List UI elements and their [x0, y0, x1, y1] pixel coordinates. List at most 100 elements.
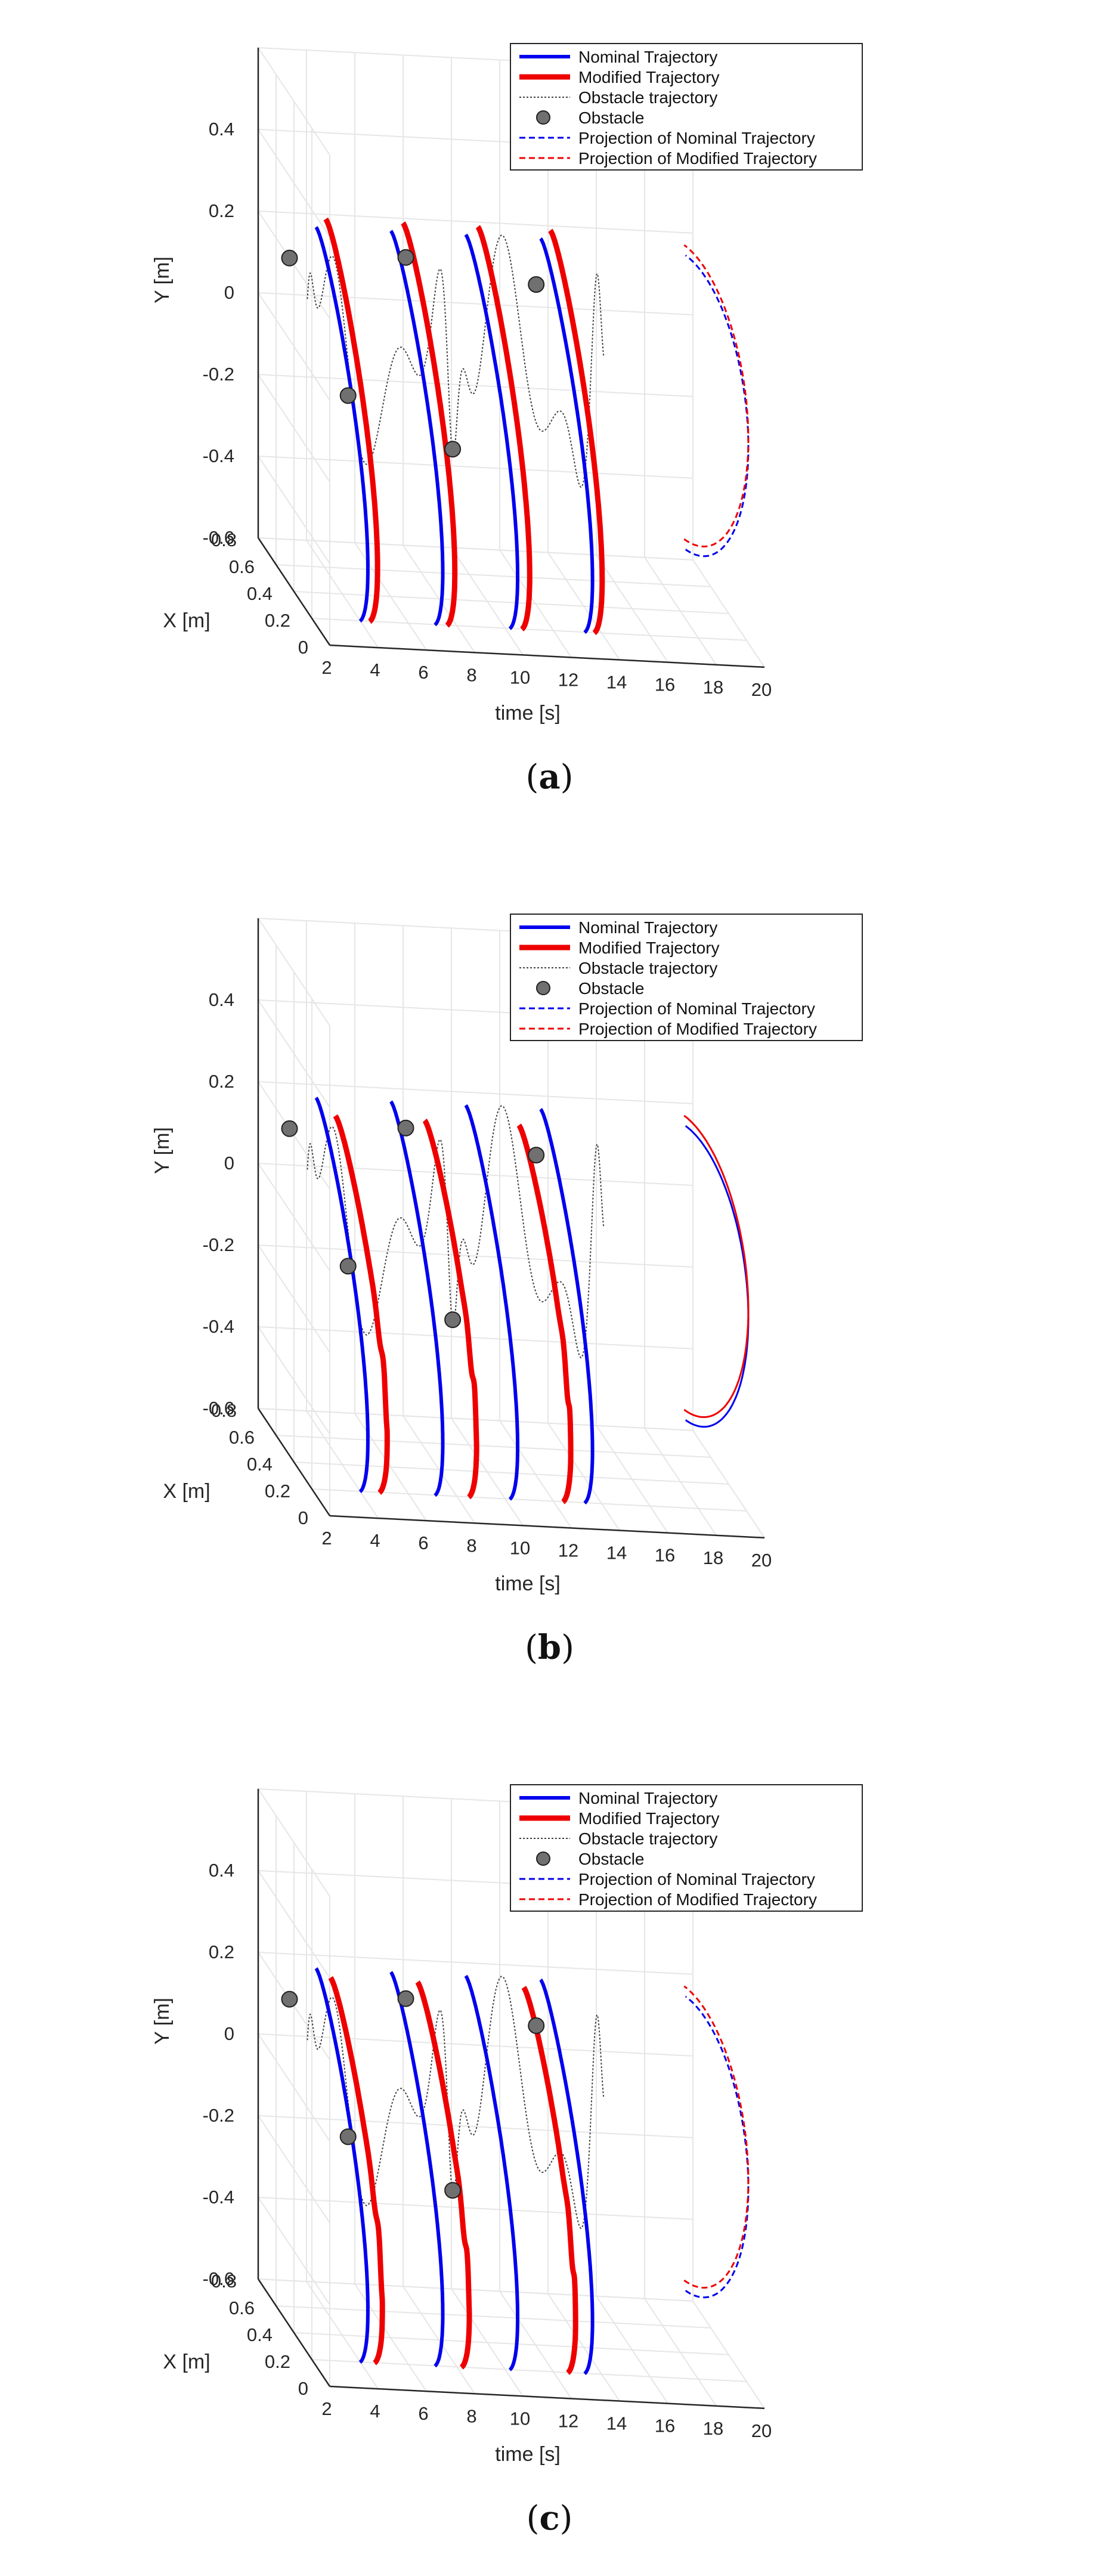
zlabel: X [m]: [163, 609, 210, 632]
chart-svg: 2 4 6 8 10 12 14 16 18 20 -0.6 -0.4 -0.2 0 0.2 0.4 0 0.2 0…: [151, 1784, 863, 2466]
tick-label-time: 18: [703, 1547, 723, 1568]
nominal-trajectory-cycle: [389, 1971, 445, 2368]
obstacle-marker: [281, 1120, 298, 1137]
tick-label-y: -0.4: [203, 445, 234, 466]
xlabel: time [s]: [495, 702, 561, 724]
ylabel: Y [m]: [151, 256, 174, 304]
tick-label-y: -0.2: [203, 364, 234, 385]
grid-line-x: [329, 1896, 765, 2409]
tick-label-time: 12: [558, 2411, 578, 2432]
legend-label: Nominal Trajectory: [578, 918, 717, 937]
obstacle-marker: [444, 1311, 462, 1329]
tick-label-time: 18: [703, 2418, 723, 2439]
zlabel: X [m]: [163, 2351, 210, 2373]
tick-label-y: -0.6: [203, 2268, 234, 2289]
grid-line-time: [354, 52, 427, 651]
modified-trajectory-cycle: [328, 1976, 385, 2366]
modified-trajectory-cycle: [422, 1118, 479, 1500]
grid-line-time: [354, 1794, 427, 2392]
tick-label-y: 0.4: [209, 989, 234, 1010]
obstacle-marker: [528, 2017, 545, 2035]
legend-label: Projection of Nominal Trajectory: [578, 129, 815, 147]
tick-label-x: 0.8: [211, 1400, 237, 1421]
chart-panel-a: 2 4 6 8 10 12 14 16 18 20 -0.6 -0.4 -0.2 0 0.2 0.4 0 0.2 0…: [0, 0, 1099, 835]
chart-svg: 2 4 6 8 10 12 14 16 18 20 -0.6 -0.4 -0.2 0 0.2 0.4 0 0.2 0…: [151, 914, 863, 1595]
zlabel: X [m]: [163, 1480, 210, 1503]
modified-trajectory-cycle: [521, 1986, 578, 2375]
grid-line-time: [403, 1796, 475, 2394]
tick-label-x: 0: [298, 1507, 308, 1528]
projection-modified: [683, 1985, 750, 2289]
tick-label-y: -0.4: [203, 2187, 234, 2207]
caption-letter-b: b: [537, 1628, 562, 1667]
legend-box: [510, 43, 863, 171]
obstacle-marker: [339, 2128, 357, 2145]
tick-label-time: 4: [370, 660, 380, 680]
x-axis: [257, 2278, 331, 2387]
nominal-trajectory-cycle: [539, 1108, 595, 1505]
legend-label: Obstacle: [578, 979, 645, 998]
caption-letter-a: a: [538, 757, 561, 797]
tick-label-time: 6: [418, 662, 428, 683]
tick-label-time: 16: [655, 674, 675, 695]
tick-label-time: 14: [606, 2413, 627, 2434]
tick-label-time: 20: [751, 1550, 772, 1571]
projection-nominal: [685, 255, 750, 558]
tick-label-time: 6: [418, 2403, 428, 2424]
tick-label-x: 0: [298, 2378, 308, 2399]
grid-line-time: [403, 925, 475, 1524]
xlabel: time [s]: [495, 1572, 561, 1595]
tick-label-time: 18: [703, 677, 723, 698]
tick-label-time: 14: [606, 1543, 627, 1563]
tick-label-time: 12: [558, 1540, 578, 1561]
caption-b: (b): [525, 1628, 574, 1667]
tick-label-time: 10: [510, 2408, 530, 2429]
caption-c: (c): [526, 2498, 573, 2538]
tick-label-x: 0.6: [229, 556, 255, 577]
time-axis: [329, 1515, 765, 1539]
projection-modified: [683, 1114, 750, 1419]
tick-label-time: 12: [558, 670, 578, 691]
obstacle-marker: [281, 1990, 298, 2008]
tick-label-y: 0: [224, 1153, 234, 1174]
nominal-trajectory-cycle: [314, 1097, 370, 1493]
tick-label-time: 10: [510, 667, 530, 688]
tick-label-y: 0: [224, 2023, 234, 2044]
modified-trajectory-cycle: [475, 225, 533, 631]
x-axis: [257, 537, 331, 646]
nominal-trajectory-cycle: [464, 1104, 519, 1501]
legend-box: [510, 1784, 863, 1912]
grid-line-x: [311, 999, 747, 1512]
chart-panel-b: 2 4 6 8 10 12 14 16 18 20 -0.6 -0.4 -0.2 0 0.2 0.4 0 0.2 0…: [0, 871, 1099, 1705]
tick-label-time: 16: [655, 1545, 675, 1566]
tick-label-time: 2: [321, 657, 332, 678]
legend-swatch: [536, 981, 550, 995]
projection-modified: [683, 244, 750, 548]
tick-label-time: 10: [510, 1537, 530, 1558]
xlabel: time [s]: [495, 2443, 561, 2466]
obstacle-marker: [528, 276, 545, 293]
legend-swatch: [536, 1852, 550, 1866]
grid-line-x: [293, 972, 729, 1485]
nominal-trajectory-cycle: [539, 237, 595, 634]
tick-label-x: 0.2: [265, 2351, 290, 2372]
tick-label-time: 20: [751, 2420, 772, 2441]
tick-label-y: 0.2: [209, 1942, 234, 1962]
nominal-trajectory-cycle: [539, 1979, 595, 2376]
tick-label-y: 0.2: [209, 200, 234, 221]
nominal-trajectory-cycle: [389, 230, 445, 627]
nominal-trajectory-cycle: [464, 233, 519, 630]
tick-label-y: 0.4: [209, 1860, 234, 1881]
obstacle-marker: [281, 249, 298, 267]
tick-label-time: 8: [466, 2405, 476, 2426]
legend-swatch: [536, 110, 550, 125]
legend: Nominal Trajectory Modified Trajectory Obs…: [510, 43, 863, 171]
obstacle-marker: [397, 1119, 414, 1137]
legend-label: Projection of Nominal Trajectory: [578, 1870, 815, 1888]
tick-label-y: 0: [224, 282, 234, 303]
obstacle-marker: [397, 249, 414, 266]
tick-label-y: -0.2: [203, 2105, 234, 2126]
obstacle-marker: [339, 387, 357, 404]
modified-trajectory-cycle: [333, 1114, 390, 1495]
legend-label: Modified Trajectory: [578, 939, 720, 957]
